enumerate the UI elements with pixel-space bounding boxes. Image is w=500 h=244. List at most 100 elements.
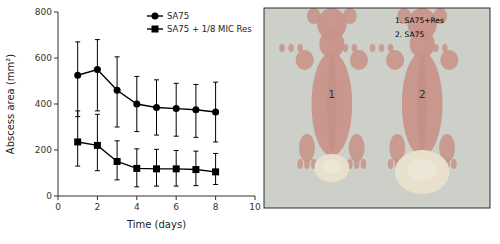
- error-bar: [95, 40, 100, 111]
- y-tick-label: 600: [35, 53, 52, 63]
- point: [133, 101, 140, 108]
- finger: [370, 44, 376, 52]
- error-bar: [174, 150, 179, 186]
- error-bar: [115, 141, 120, 180]
- point: [212, 168, 219, 175]
- legend-label: SA75 + 1/8 MIC Res: [167, 24, 252, 34]
- finger: [388, 44, 394, 52]
- leg: [349, 134, 365, 162]
- mouse-number: 2: [419, 88, 426, 101]
- photo-panel: [264, 8, 490, 208]
- x-tick-label: 10: [249, 202, 261, 212]
- y-tick-label: 200: [35, 145, 52, 155]
- x-axis-line: [58, 196, 255, 197]
- y-axis-label: Abscess area (mm²): [5, 54, 16, 155]
- plot-area: [74, 40, 219, 187]
- y-tick: [54, 196, 58, 197]
- point: [94, 142, 101, 149]
- point: [173, 105, 180, 112]
- toe: [354, 159, 360, 169]
- finger: [379, 44, 385, 52]
- photo-label: 1. SA75+Res: [395, 16, 444, 25]
- point: [74, 72, 81, 79]
- point: [74, 138, 81, 145]
- error-bar: [213, 82, 218, 142]
- body: [311, 52, 352, 156]
- point: [94, 66, 101, 73]
- x-tick-label: 2: [95, 202, 101, 212]
- toe: [304, 159, 310, 169]
- y-tick-label: 400: [35, 99, 52, 109]
- error-bar: [193, 151, 198, 186]
- error-bar: [154, 80, 159, 135]
- toe: [361, 159, 367, 169]
- error-bar: [193, 84, 198, 137]
- legend-label: SA75: [167, 11, 189, 21]
- x-tick-label: 0: [55, 202, 61, 212]
- x-tick-label: 8: [213, 202, 219, 212]
- x-tick: [58, 196, 59, 200]
- abscess-highlight: [407, 159, 437, 181]
- paw: [350, 50, 368, 70]
- head: [317, 8, 346, 40]
- paw: [440, 50, 458, 70]
- y-tick-label: 800: [35, 7, 52, 17]
- x-tick: [215, 196, 216, 200]
- photo-background: [264, 8, 490, 208]
- toe: [451, 159, 457, 169]
- y-tick: [54, 58, 58, 59]
- error-bar: [213, 153, 218, 184]
- y-tick: [54, 104, 58, 105]
- point: [153, 104, 160, 111]
- y-tick: [54, 150, 58, 151]
- legend-marker: [152, 26, 159, 33]
- point: [192, 106, 199, 113]
- y-tick-label: 0: [46, 191, 52, 201]
- point: [212, 109, 219, 116]
- mouse-number: 1: [328, 88, 335, 101]
- series: [74, 40, 219, 142]
- abscess-highlight: [322, 160, 341, 174]
- x-tick-label: 4: [134, 202, 140, 212]
- error-bar: [95, 114, 100, 170]
- abscess: [395, 150, 450, 194]
- point: [153, 165, 160, 172]
- body: [402, 52, 443, 156]
- finger: [352, 44, 358, 52]
- error-bar: [134, 149, 139, 187]
- finger: [297, 44, 303, 52]
- paw: [386, 50, 404, 70]
- series: [74, 111, 219, 187]
- point: [173, 165, 180, 172]
- x-tick: [176, 196, 177, 200]
- y-tick: [54, 12, 58, 13]
- paw: [296, 50, 314, 70]
- error-bar: [75, 111, 80, 166]
- point: [192, 166, 199, 173]
- point: [133, 165, 140, 172]
- finger: [442, 44, 448, 52]
- toe: [297, 159, 303, 169]
- x-tick: [255, 196, 256, 200]
- x-tick: [97, 196, 98, 200]
- series-line: [78, 70, 216, 113]
- x-axis-label: Time (days): [126, 219, 186, 230]
- error-bar: [134, 76, 139, 131]
- x-tick: [136, 196, 137, 200]
- error-bar: [174, 83, 179, 136]
- error-bar: [75, 42, 80, 117]
- leg: [299, 134, 315, 162]
- legend: [147, 13, 163, 33]
- point: [114, 158, 121, 165]
- finger: [279, 44, 285, 52]
- error-bar: [115, 57, 120, 127]
- error-bar: [154, 149, 159, 186]
- shade: [418, 56, 427, 152]
- x-tick-label: 6: [173, 202, 179, 212]
- shade: [327, 56, 336, 152]
- finger: [288, 44, 294, 52]
- photo-label: 2. SA75: [395, 30, 424, 39]
- abscess: [314, 154, 349, 182]
- toe: [388, 159, 394, 169]
- photo-border: [264, 8, 490, 208]
